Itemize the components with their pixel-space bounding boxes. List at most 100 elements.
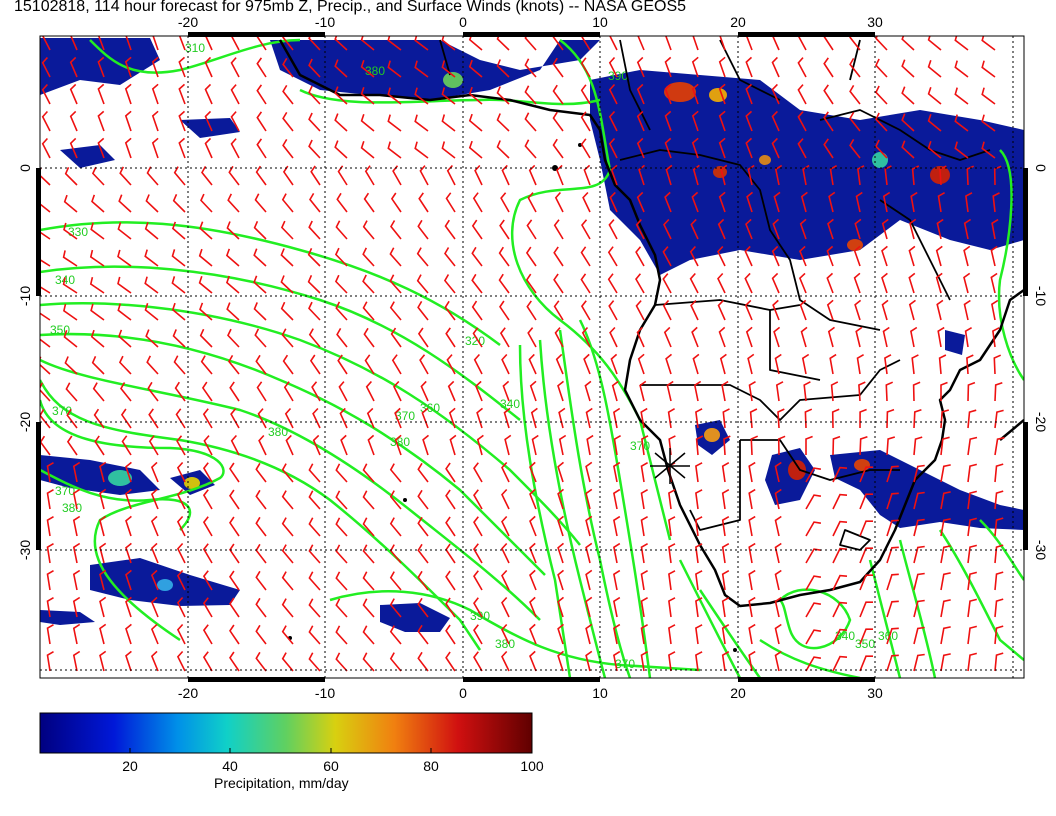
wind-barb (963, 218, 972, 240)
wind-barb (747, 164, 755, 186)
wind-barb (828, 191, 836, 213)
wind-barb (417, 516, 429, 537)
wind-barb (476, 407, 484, 429)
wind-barb (771, 272, 780, 294)
wind-barb (501, 650, 510, 672)
wind-barb (41, 36, 51, 51)
wind-barb (911, 165, 920, 186)
wind-barb (966, 354, 974, 375)
wind-barb (585, 569, 593, 591)
wind-barb (445, 489, 456, 510)
wind-barb (152, 36, 159, 51)
wind-barb (65, 382, 78, 402)
wind-barb (255, 489, 267, 510)
country-border (769, 310, 821, 381)
wind-barb (991, 218, 999, 240)
wind-barb (417, 462, 429, 483)
wind-barb (362, 247, 375, 267)
wind-barb (721, 624, 730, 645)
wind-barb (991, 299, 999, 321)
wind-barb (859, 466, 873, 483)
wind-barb (282, 84, 294, 105)
wind-barb (774, 596, 782, 618)
wind-barb (125, 461, 132, 483)
wind-barb (308, 652, 321, 672)
wind-barb (255, 354, 267, 375)
wind-barb (529, 569, 537, 591)
wind-barb (97, 110, 105, 132)
wind-barb (40, 231, 51, 240)
wind-barb (529, 461, 537, 483)
wind-barb (475, 380, 483, 402)
country-border (719, 39, 781, 101)
wind-barb (859, 520, 873, 537)
wind-barb (204, 110, 213, 132)
wind-barb (308, 490, 321, 510)
wind-barb (501, 596, 510, 618)
wind-barb (445, 624, 456, 645)
wind-barb (691, 56, 699, 78)
wind-barb (992, 327, 1000, 348)
wind-barb (362, 625, 375, 645)
wind-barb (417, 327, 429, 348)
wind-barb (230, 408, 240, 429)
contour-line (759, 638, 861, 678)
colorbar-label: Precipitation, mm/day (214, 775, 349, 791)
wind-barb (117, 303, 132, 321)
wind-barb (720, 164, 728, 186)
wind-barb (665, 164, 673, 186)
wind-barb (668, 624, 676, 645)
wind-barb (46, 570, 54, 591)
wind-barb (312, 407, 321, 429)
wind-barb (981, 60, 996, 78)
wind-barb (857, 165, 865, 186)
wind-barb (639, 380, 647, 402)
y-axis-labels: 0 -10 -20 -30 0 -10 -20 -30 (17, 164, 1049, 560)
wind-barb (281, 517, 294, 537)
wind-barb (198, 248, 213, 267)
contour-line (997, 149, 1024, 381)
wind-barb (66, 435, 78, 456)
wind-barb (40, 330, 51, 348)
wind-barb (367, 434, 375, 456)
wind-barb (832, 655, 848, 672)
wind-barb (147, 381, 159, 402)
wind-barb (498, 273, 510, 294)
wind-barb (117, 222, 132, 240)
wind-barb (885, 381, 894, 402)
wind-barb (829, 165, 837, 186)
wind-barb (334, 86, 348, 105)
wind-barb (935, 245, 943, 267)
wind-barb (554, 327, 564, 348)
wind-barb (229, 516, 240, 537)
wind-barb (417, 489, 429, 510)
wind-barb (202, 408, 213, 429)
wind-barb (771, 137, 780, 159)
wind-barb (994, 598, 1004, 618)
wind-barb (72, 650, 81, 672)
wind-barb (748, 381, 756, 402)
wind-barb (691, 83, 699, 105)
wind-barb (125, 569, 132, 591)
wind-barb (994, 463, 1004, 483)
wind-barb (910, 191, 918, 213)
wind-barb (875, 58, 888, 78)
wind-barb (125, 515, 132, 537)
wind-barb (773, 326, 781, 348)
wind-barb (695, 408, 703, 429)
wind-barb (150, 542, 159, 564)
wind-barb (256, 381, 267, 402)
wind-barb (228, 355, 240, 375)
wind-barb (92, 382, 105, 402)
wind-barb (204, 83, 213, 105)
wind-barb (613, 488, 621, 510)
wind-barb (580, 273, 591, 294)
wind-barb (832, 435, 841, 456)
wind-barb (72, 569, 81, 591)
wind-barb (389, 571, 402, 591)
wind-barb (97, 83, 105, 105)
wind-barb (255, 165, 267, 186)
wind-barb (500, 192, 510, 213)
y-tick-label-left: -20 (17, 412, 33, 432)
wind-barb (97, 36, 105, 51)
